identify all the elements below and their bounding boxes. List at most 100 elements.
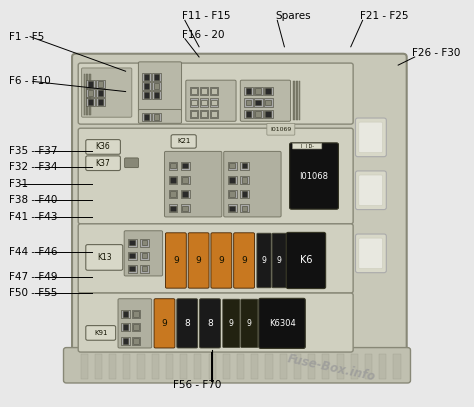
Bar — [393, 354, 401, 379]
Bar — [296, 81, 297, 120]
Bar — [293, 81, 294, 120]
Bar — [255, 88, 261, 94]
FancyBboxPatch shape — [154, 299, 175, 348]
Bar — [123, 338, 128, 344]
Bar — [129, 266, 135, 271]
Bar — [84, 74, 85, 115]
Text: F35 - F37: F35 - F37 — [9, 146, 58, 155]
Bar — [142, 73, 151, 81]
FancyBboxPatch shape — [72, 54, 407, 353]
Bar — [88, 99, 93, 105]
Bar — [121, 337, 130, 345]
Bar — [154, 114, 159, 120]
Bar — [251, 354, 258, 379]
Bar — [265, 354, 273, 379]
Bar — [242, 177, 247, 183]
Bar — [264, 87, 273, 95]
Bar — [169, 204, 177, 212]
Text: 9: 9 — [196, 256, 201, 265]
Bar — [86, 80, 95, 88]
FancyBboxPatch shape — [82, 68, 132, 117]
Bar — [123, 311, 128, 317]
Text: K37: K37 — [96, 159, 110, 168]
Bar — [88, 90, 93, 96]
Bar — [200, 98, 208, 107]
Bar — [96, 89, 105, 97]
FancyBboxPatch shape — [138, 109, 182, 123]
Bar — [166, 354, 173, 379]
Bar — [144, 83, 149, 89]
Bar — [254, 98, 263, 107]
Bar — [240, 162, 249, 170]
Bar — [240, 176, 249, 184]
Bar — [142, 266, 147, 271]
FancyBboxPatch shape — [64, 348, 410, 383]
Bar — [152, 354, 159, 379]
Bar — [209, 354, 216, 379]
Bar — [128, 265, 137, 273]
Bar — [244, 87, 253, 95]
Bar — [142, 113, 151, 121]
Bar — [121, 323, 130, 331]
Text: 9: 9 — [173, 256, 179, 265]
FancyBboxPatch shape — [125, 158, 138, 168]
Bar — [98, 90, 103, 96]
Bar — [152, 82, 161, 90]
Bar — [255, 111, 261, 117]
Text: F26 - F30: F26 - F30 — [412, 48, 461, 58]
Bar — [229, 163, 235, 168]
Bar — [182, 177, 188, 183]
Bar — [244, 98, 253, 107]
FancyBboxPatch shape — [286, 232, 326, 289]
Bar — [182, 206, 188, 211]
FancyBboxPatch shape — [177, 299, 198, 348]
Bar — [121, 310, 130, 318]
FancyBboxPatch shape — [86, 156, 120, 171]
FancyBboxPatch shape — [200, 299, 220, 348]
FancyBboxPatch shape — [359, 122, 383, 153]
Text: Spares: Spares — [275, 11, 310, 21]
Bar — [144, 74, 149, 80]
Bar — [129, 240, 135, 245]
Bar — [240, 204, 249, 212]
Bar — [308, 354, 315, 379]
Text: K36: K36 — [96, 142, 110, 151]
Text: K91: K91 — [94, 330, 108, 336]
Bar — [246, 100, 251, 105]
Bar — [210, 98, 218, 107]
Bar — [211, 111, 217, 117]
Text: F50 - F55: F50 - F55 — [9, 288, 58, 298]
Bar — [365, 354, 372, 379]
Bar — [170, 163, 176, 168]
Bar — [132, 337, 140, 345]
Bar — [98, 99, 103, 105]
Bar — [228, 204, 237, 212]
Bar — [142, 240, 147, 245]
Bar — [96, 80, 105, 88]
Bar — [142, 91, 151, 99]
Bar — [379, 354, 386, 379]
Bar — [169, 176, 177, 184]
Text: 9: 9 — [162, 319, 167, 328]
Bar — [90, 74, 91, 115]
Bar — [95, 354, 102, 379]
FancyBboxPatch shape — [186, 80, 236, 121]
Bar — [123, 354, 130, 379]
Bar — [86, 98, 95, 106]
FancyBboxPatch shape — [165, 233, 186, 288]
Text: F32 - F34: F32 - F34 — [9, 162, 58, 172]
Bar — [128, 252, 137, 260]
Bar — [280, 354, 287, 379]
FancyBboxPatch shape — [259, 298, 305, 348]
Bar — [200, 110, 208, 118]
Bar — [181, 162, 190, 170]
Bar — [182, 163, 188, 168]
FancyBboxPatch shape — [292, 143, 322, 149]
Bar — [81, 354, 88, 379]
Bar — [170, 177, 176, 183]
Bar — [337, 354, 344, 379]
Bar — [152, 73, 161, 81]
Bar — [142, 82, 151, 90]
FancyBboxPatch shape — [224, 151, 281, 217]
FancyBboxPatch shape — [171, 135, 196, 148]
